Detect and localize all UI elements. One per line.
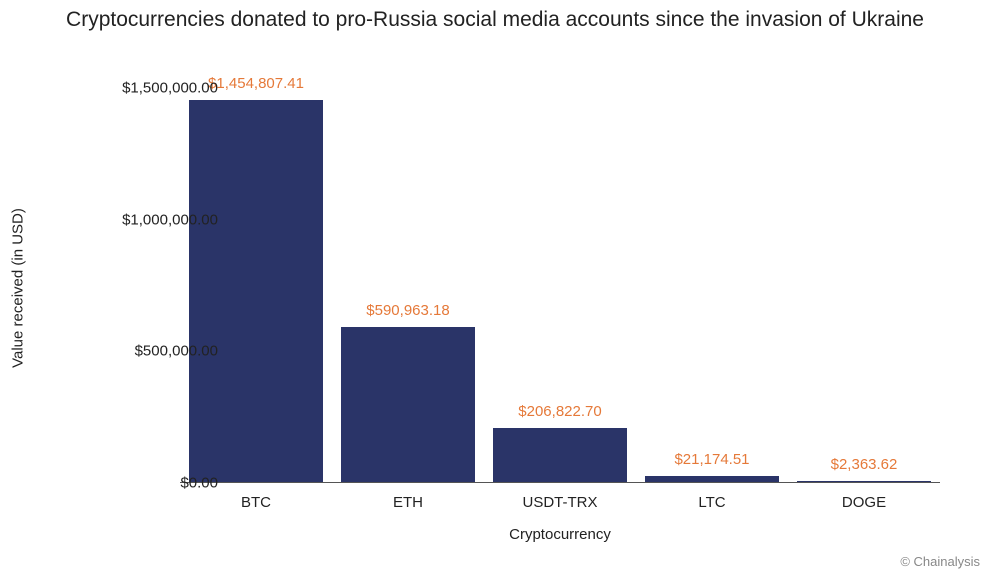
y-tick-label: $1,500,000.00 xyxy=(58,80,218,97)
bar xyxy=(797,481,931,482)
bar-slot: $21,174.51LTC xyxy=(636,88,788,482)
x-tick-label: LTC xyxy=(698,494,725,511)
y-axis-label: Value received (in USD) xyxy=(10,208,27,368)
y-tick-label: $0.00 xyxy=(58,475,218,492)
bar-value-label: $1,454,807.41 xyxy=(208,75,304,92)
x-tick-label: USDT-TRX xyxy=(523,494,598,511)
bar-slot: $1,454,807.41BTC xyxy=(180,88,332,482)
attribution: © Chainalysis xyxy=(900,554,980,569)
bar xyxy=(341,327,475,482)
bar-slot: $2,363.62DOGE xyxy=(788,88,940,482)
y-tick-label: $500,000.00 xyxy=(58,343,218,360)
bar-value-label: $2,363.62 xyxy=(831,456,898,473)
bar-value-label: $21,174.51 xyxy=(674,451,749,468)
bar-value-label: $590,963.18 xyxy=(366,302,449,319)
bar-slot: $590,963.18ETH xyxy=(332,88,484,482)
x-tick-label: DOGE xyxy=(842,494,886,511)
bar xyxy=(189,100,323,482)
bar xyxy=(645,476,779,482)
plot-area: $1,454,807.41BTC$590,963.18ETH$206,822.7… xyxy=(180,88,940,483)
bar xyxy=(493,428,627,482)
chart-title: Cryptocurrencies donated to pro-Russia s… xyxy=(0,6,990,33)
bar-value-label: $206,822.70 xyxy=(518,403,601,420)
bar-slot: $206,822.70USDT-TRX xyxy=(484,88,636,482)
chart-container: Cryptocurrencies donated to pro-Russia s… xyxy=(0,0,990,575)
bars-group: $1,454,807.41BTC$590,963.18ETH$206,822.7… xyxy=(180,88,940,482)
x-axis-label: Cryptocurrency xyxy=(180,526,940,543)
y-tick-label: $1,000,000.00 xyxy=(58,211,218,228)
x-tick-label: BTC xyxy=(241,494,271,511)
x-tick-label: ETH xyxy=(393,494,423,511)
